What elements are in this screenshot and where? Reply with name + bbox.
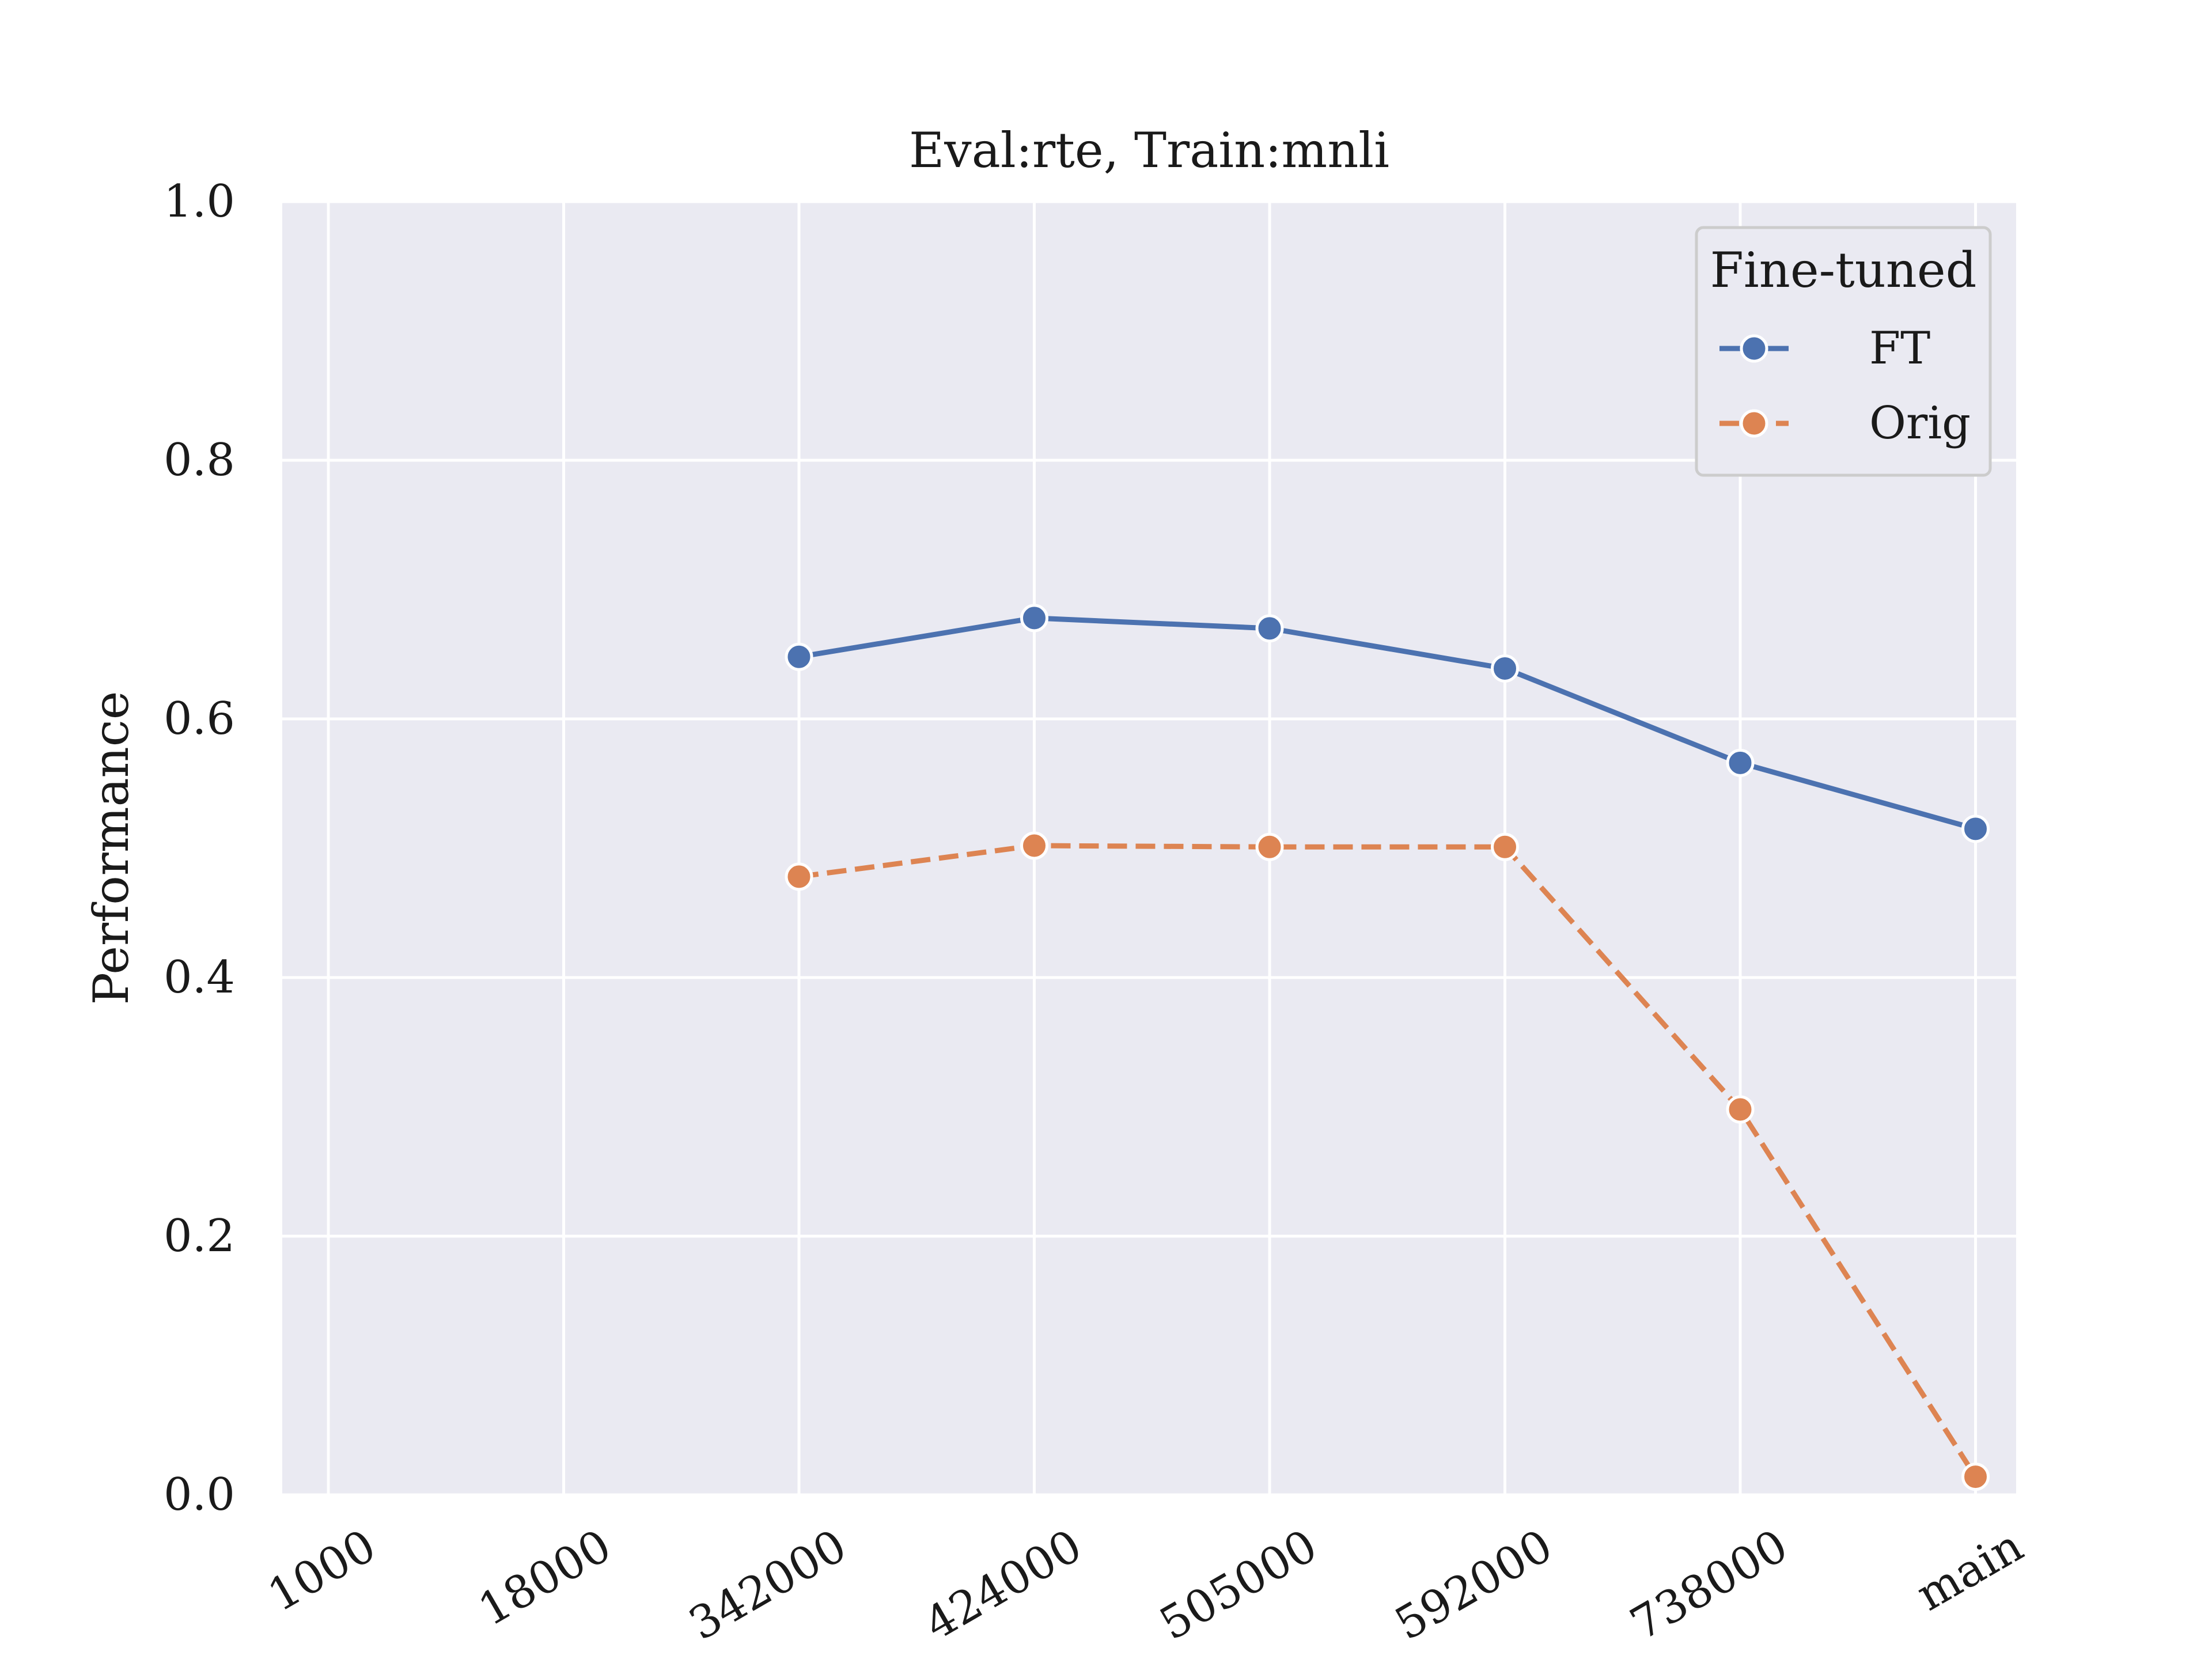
data-point-orig-7 bbox=[1961, 1463, 1990, 1491]
data-point-orig-6 bbox=[1726, 1095, 1755, 1124]
x-tick-label: 424000 bbox=[916, 1520, 1090, 1651]
legend-items: FT Orig bbox=[1719, 323, 1971, 449]
data-point-ft-3 bbox=[1020, 604, 1048, 632]
data-point-ft-7 bbox=[1961, 815, 1990, 843]
data-point-ft-5 bbox=[1491, 654, 1519, 683]
legend-marker-ft bbox=[1740, 334, 1768, 363]
series-line-ft bbox=[798, 615, 1976, 832]
y-tick-label: 0.8 bbox=[164, 434, 235, 486]
data-point-ft-2 bbox=[785, 642, 813, 671]
x-tick-label: main bbox=[1908, 1520, 2032, 1622]
x-tick-label: 738000 bbox=[1622, 1520, 1797, 1651]
y-tick-label: 0.6 bbox=[164, 693, 235, 745]
series-points bbox=[785, 604, 1990, 1491]
legend-label-orig: Orig bbox=[1869, 397, 1971, 449]
y-tick-label: 0.4 bbox=[164, 952, 235, 1003]
data-point-orig-2 bbox=[785, 862, 813, 891]
y-tick-labels: 0.0 0.2 0.4 0.6 0.8 1.0 bbox=[164, 176, 235, 1521]
series-line-orig bbox=[798, 843, 1978, 1478]
x-tick-label: 505000 bbox=[1152, 1520, 1326, 1651]
x-tick-label: 1000 bbox=[260, 1520, 385, 1622]
data-point-orig-4 bbox=[1255, 832, 1284, 861]
x-tick-label: 592000 bbox=[1387, 1520, 1561, 1651]
x-tick-labels: 1000 18000 342000 424000 505000 592000 738000 m… bbox=[260, 1520, 2032, 1651]
legend-label-ft: FT bbox=[1869, 323, 1930, 374]
data-point-ft-4 bbox=[1255, 614, 1284, 643]
legend[interactable]: Fine-tuned FT Orig bbox=[1695, 226, 1992, 477]
data-point-orig-3 bbox=[1020, 831, 1048, 860]
y-axis-title: Performance bbox=[83, 691, 139, 1005]
data-point-orig-5 bbox=[1491, 832, 1519, 861]
chart-title: Eval:rte, Train:mnli bbox=[909, 122, 1389, 179]
y-tick-label: 0.2 bbox=[164, 1210, 235, 1262]
legend-title: Fine-tuned bbox=[1710, 242, 1977, 298]
x-tick-label: 342000 bbox=[681, 1520, 855, 1651]
legend-marker-orig bbox=[1740, 409, 1768, 438]
legend-box bbox=[1695, 226, 1992, 477]
y-tick-label: 0.0 bbox=[164, 1469, 235, 1521]
x-tick-label: 18000 bbox=[470, 1520, 620, 1637]
y-tick-label: 1.0 bbox=[164, 176, 235, 228]
series-lines bbox=[798, 615, 1978, 1478]
data-point-ft-6 bbox=[1726, 748, 1755, 777]
